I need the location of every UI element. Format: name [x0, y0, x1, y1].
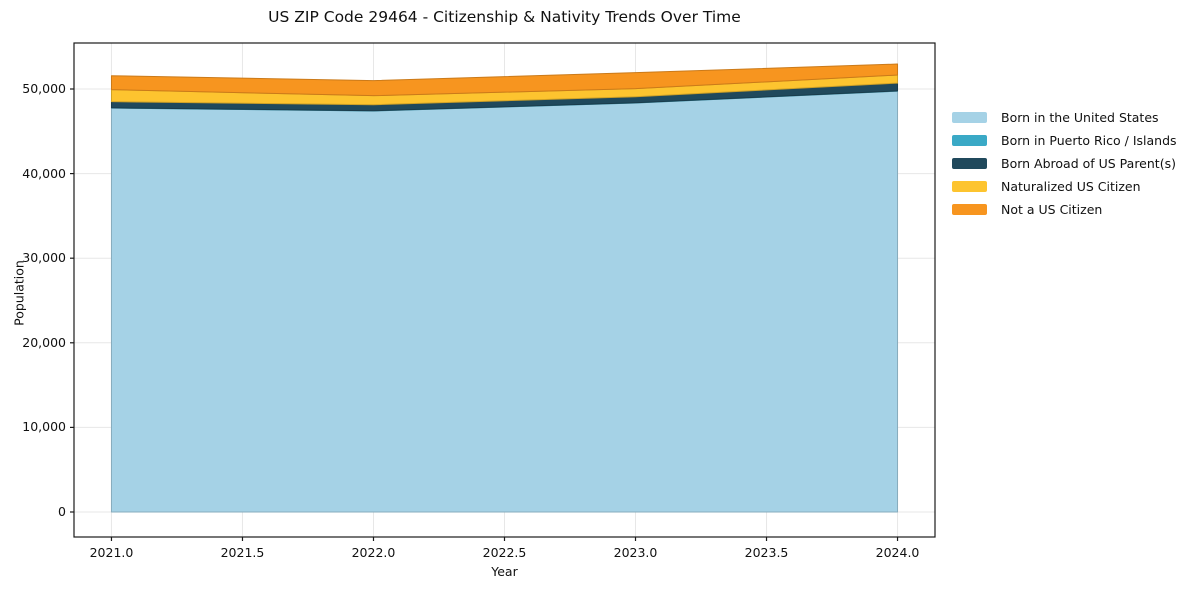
y-tick-label: 10,000 — [22, 419, 66, 435]
y-tick-label: 0 — [58, 503, 66, 519]
legend-label: Born in Puerto Rico / Islands — [1001, 133, 1177, 148]
x-tick-label: 2023.5 — [744, 545, 789, 560]
area-not-a-us-citizen — [110, 63, 899, 97]
legend-item-not-a-us-citizen: Not a US Citizen — [952, 198, 1177, 221]
y-axis-label: Population — [11, 260, 27, 326]
legend-item-born-abroad-of-us-parent-s: Born Abroad of US Parent(s) — [952, 152, 1177, 175]
y-tick-label: 40,000 — [22, 165, 66, 181]
y-tick-label: 50,000 — [22, 80, 66, 96]
legend-swatch-icon — [952, 181, 987, 192]
legend-item-born-in-the-united-states: Born in the United States — [952, 106, 1177, 129]
legend-swatch-icon — [952, 158, 987, 169]
legend-label: Born Abroad of US Parent(s) — [1001, 156, 1176, 171]
legend-item-naturalized-us-citizen: Naturalized US Citizen — [952, 175, 1177, 198]
chart-title: US ZIP Code 29464 - Citizenship & Nativi… — [268, 8, 741, 26]
legend-label: Not a US Citizen — [1001, 202, 1103, 217]
legend-swatch-icon — [952, 135, 987, 146]
legend-swatch-icon — [952, 204, 987, 215]
legend-swatch-icon — [952, 112, 987, 123]
x-tick-label: 2023.0 — [613, 545, 658, 560]
legend-label: Born in the United States — [1001, 110, 1159, 125]
x-axis-label: Year — [491, 564, 518, 579]
legend-label: Naturalized US Citizen — [1001, 179, 1141, 194]
x-tick-label: 2024.0 — [875, 545, 920, 560]
legend-item-born-in-puerto-rico-islands: Born in Puerto Rico / Islands — [952, 129, 1177, 152]
x-tick-label: 2022.5 — [482, 545, 527, 560]
y-tick-label: 30,000 — [22, 250, 66, 266]
x-tick-label: 2021.0 — [89, 545, 134, 560]
y-tick-label: 20,000 — [22, 334, 66, 350]
area-born-in-the-united-states — [110, 90, 899, 513]
legend: Born in the United States Born in Puerto … — [952, 106, 1177, 221]
x-tick-label: 2022.0 — [351, 545, 396, 560]
x-tick-label: 2021.5 — [220, 545, 265, 560]
